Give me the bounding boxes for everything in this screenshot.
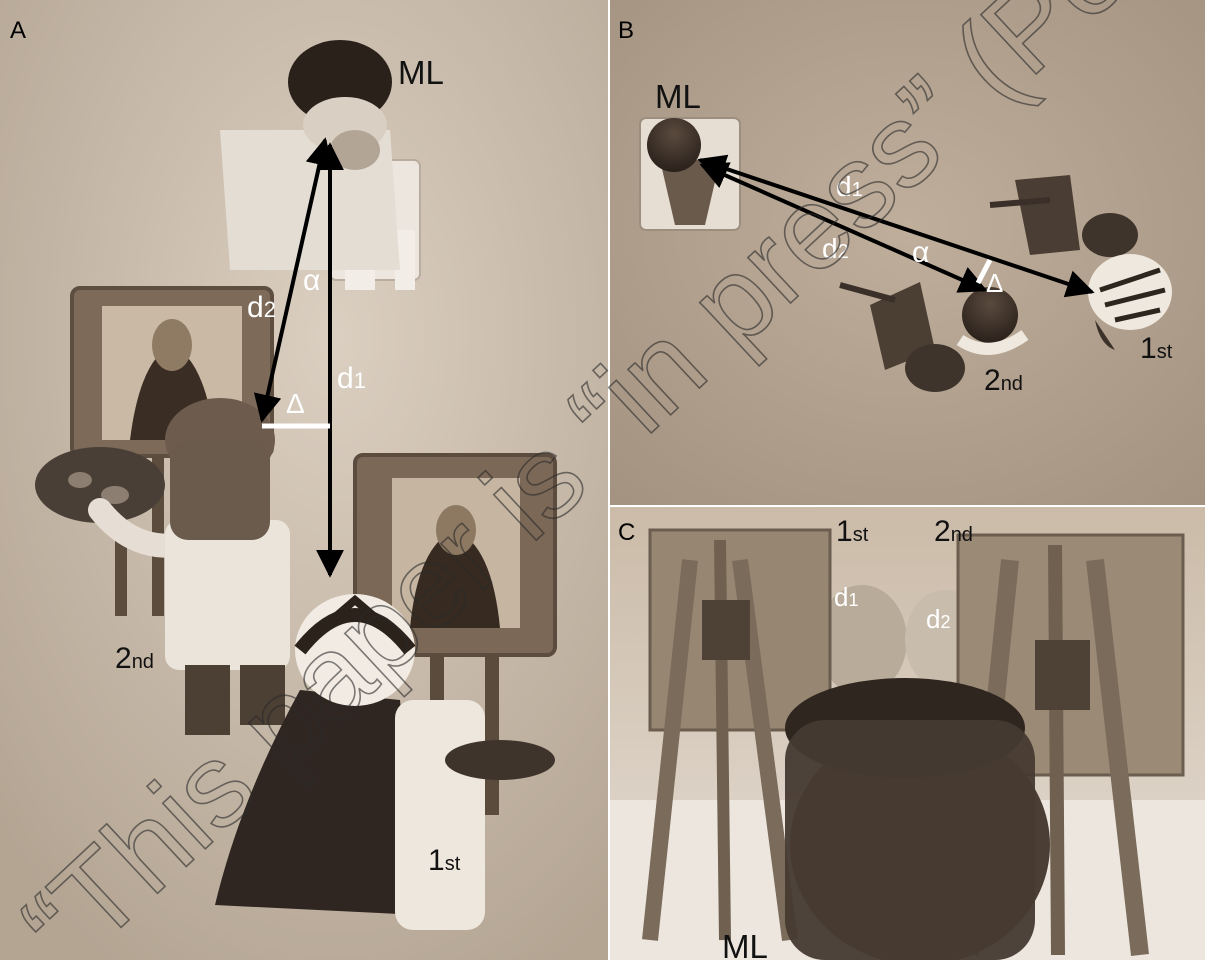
label-d2-b: d2 xyxy=(822,233,849,264)
label-delta-a: Δ xyxy=(286,388,305,419)
label-d1-b: d1 xyxy=(836,171,863,202)
label-second-a: 2nd xyxy=(115,642,154,675)
first-painter-c xyxy=(817,585,907,695)
painting-right-a xyxy=(353,453,557,815)
label-ml-b: ML xyxy=(655,78,701,115)
canvas-left-c xyxy=(642,528,832,942)
annotations-b: B ML d1 d2 α Δ 2nd 1st xyxy=(618,17,1173,397)
panel-letter-b: B xyxy=(618,17,634,44)
label-d2-c: d2 xyxy=(926,604,950,634)
label-first-a: 1st xyxy=(428,844,461,877)
delta-bar-b xyxy=(975,258,993,285)
d2-arrow-a xyxy=(253,137,334,423)
label-second-c: 2nd xyxy=(934,515,973,548)
label-first-c: 1st xyxy=(836,515,869,548)
label-d1-c: d1 xyxy=(834,582,858,612)
label-d2-a: d2 xyxy=(247,291,276,324)
panel-divider-vertical xyxy=(608,0,610,960)
first-painter-b xyxy=(1088,254,1172,350)
label-first-b: 1st xyxy=(1140,332,1173,365)
ml-figure-c xyxy=(785,678,1050,960)
label-ml-a: ML xyxy=(398,54,444,91)
panel-letter-a: A xyxy=(10,17,26,44)
label-second-b: 2nd xyxy=(984,364,1023,397)
panel-a: A ML α d2 d1 Δ 2nd 1st xyxy=(0,0,608,960)
label-ml-c: ML xyxy=(722,928,768,960)
panel-divider-horizontal xyxy=(610,505,1205,507)
second-painter-a xyxy=(35,398,290,735)
panel-letter-c: C xyxy=(618,519,635,546)
annotations-a: A ML α d2 d1 Δ 2nd 1st xyxy=(10,17,461,877)
panel-c: C 1st 2nd d1 d2 ML xyxy=(610,507,1205,960)
label-alpha-a: α xyxy=(303,264,320,297)
second-painter-b xyxy=(956,287,1029,355)
d2-arrow-b xyxy=(699,162,988,293)
panel-b: B ML d1 d2 α Δ 2nd 1st xyxy=(610,0,1205,505)
first-painter-a xyxy=(215,594,555,930)
label-alpha-b: α xyxy=(912,236,929,269)
label-d1-a: d1 xyxy=(337,362,366,395)
label-delta-b: Δ xyxy=(986,268,1003,298)
